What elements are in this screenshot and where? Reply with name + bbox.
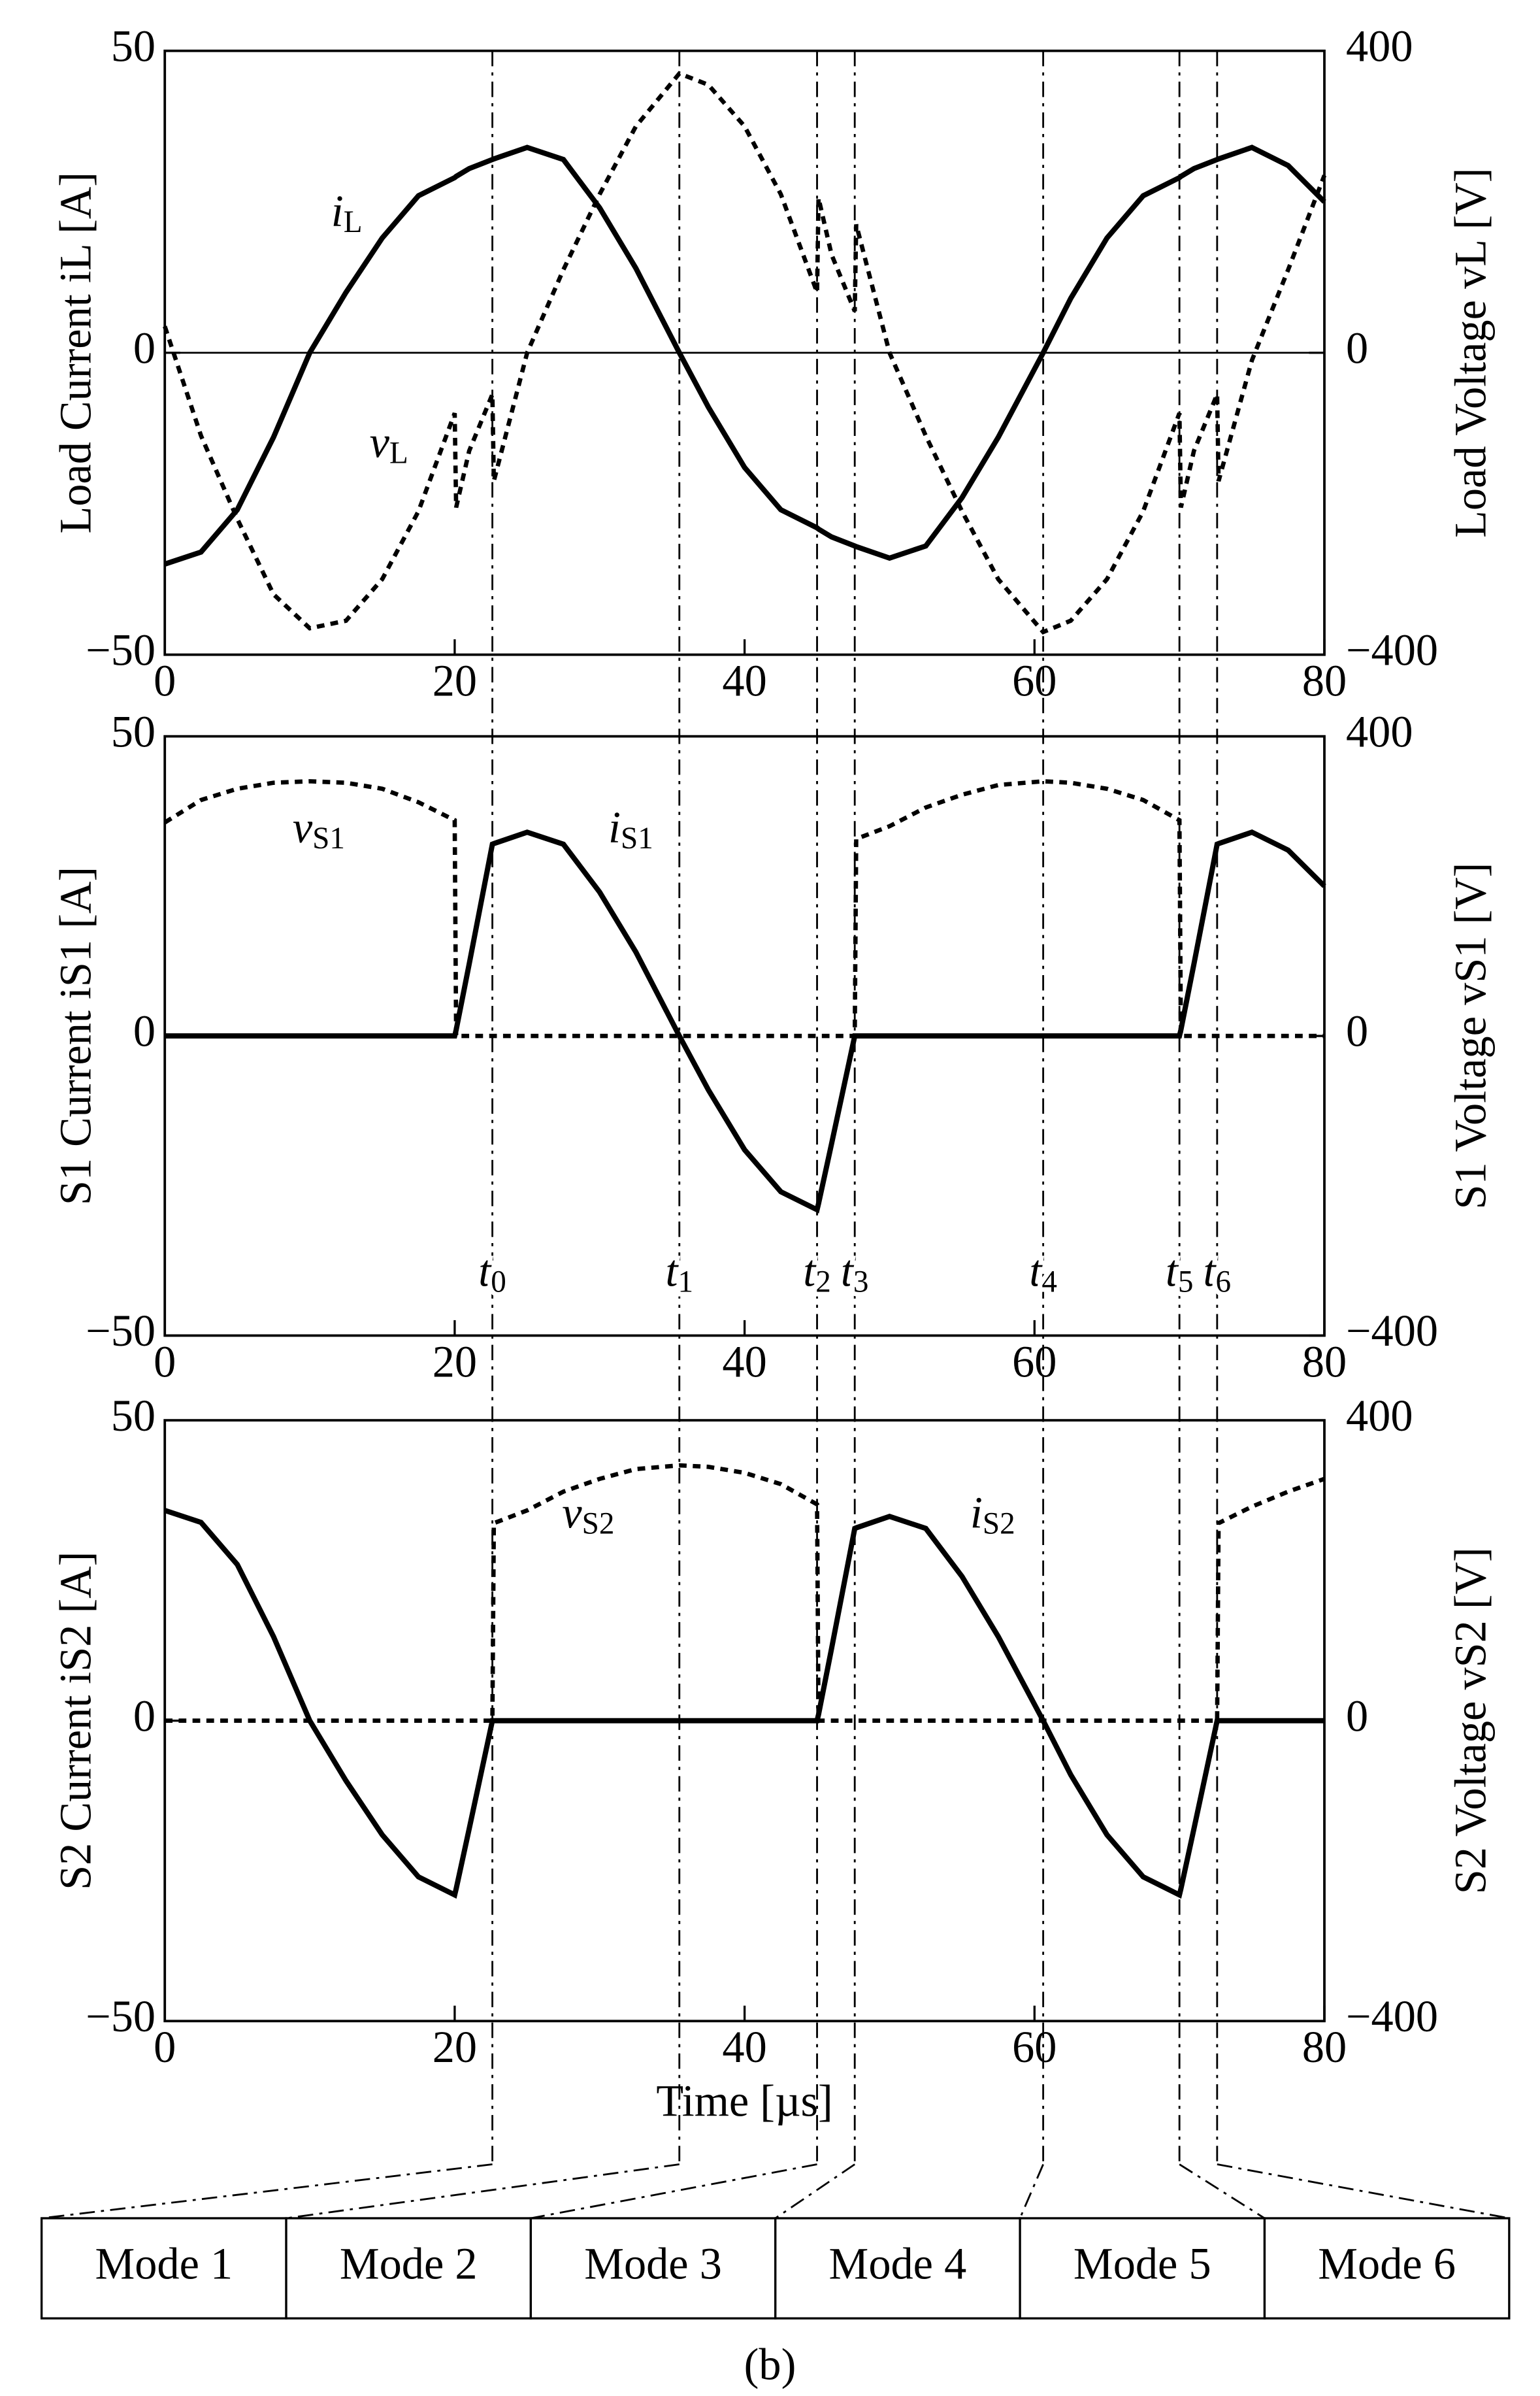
x-tick-label: 60: [1012, 2022, 1057, 2072]
instant-connector: [41, 2163, 493, 2220]
mode-label: Mode 6: [1318, 2238, 1456, 2288]
y2-tick-label: −400: [1346, 1306, 1438, 1356]
x-tick-label: 40: [722, 656, 766, 706]
y-tick-label: 0: [133, 1007, 156, 1056]
series-label: vS2: [562, 1488, 614, 1540]
x-tick-label: 20: [433, 2022, 477, 2072]
current-line: [163, 1508, 1325, 1899]
voltage-line: [163, 779, 1325, 1039]
instant-connector: [1217, 2163, 1510, 2220]
x-tick-label: 80: [1302, 1337, 1347, 1386]
y2-tick-label: 0: [1346, 323, 1368, 373]
y-tick-label: −50: [86, 1991, 156, 2041]
y-axis-label: S1 Current iS1 [A]: [50, 867, 100, 1205]
mode-box: [774, 2217, 1021, 2320]
x-tick-label: 0: [154, 1337, 176, 1386]
y-tick-label: −50: [86, 1306, 156, 1356]
mode-label: Mode 1: [95, 2238, 233, 2288]
x-tick-label: 80: [1302, 2022, 1347, 2072]
y2-tick-label: 400: [1346, 707, 1413, 756]
y2-tick-label: −400: [1346, 1991, 1438, 2041]
mode-label: Mode 5: [1073, 2238, 1211, 2288]
mode-box: [529, 2217, 777, 2320]
instant-connector: [286, 2163, 680, 2220]
x-tick-label: 0: [154, 656, 176, 706]
y-tick-label: 50: [111, 1391, 156, 1440]
caption: (b): [744, 2340, 796, 2389]
current-line: [165, 829, 1326, 1214]
mode-label: Mode 3: [584, 2238, 722, 2288]
mode-box: [41, 2217, 287, 2320]
x-axis-label: Time [µs]: [656, 2076, 832, 2126]
series-label: iL: [331, 186, 363, 239]
x-tick-label: 60: [1012, 1337, 1057, 1386]
x-tick-label: 80: [1302, 656, 1347, 706]
series-label: vS1: [293, 802, 345, 855]
voltage-line: [163, 71, 1327, 635]
instant-connector: [774, 2163, 856, 2220]
instant-connector: [1019, 2163, 1044, 2219]
y-tick-label: 50: [111, 21, 156, 71]
x-tick-label: 0: [154, 2022, 176, 2072]
y2-axis-label: S1 Voltage vS1 [V]: [1446, 863, 1496, 1210]
series-label: iS1: [608, 802, 653, 855]
x-tick-label: 40: [722, 2022, 766, 2072]
instant-connector: [1179, 2163, 1266, 2220]
series-label: iS2: [970, 1488, 1015, 1540]
series-label: vL: [370, 417, 408, 470]
x-tick-label: 60: [1012, 656, 1057, 706]
mode-box: [1263, 2217, 1511, 2320]
voltage-line: [165, 1463, 1326, 1723]
y2-tick-label: 0: [1346, 1007, 1368, 1056]
x-tick-label: 20: [433, 1337, 477, 1386]
y2-tick-label: 400: [1346, 1391, 1413, 1440]
x-tick-label: 20: [433, 656, 477, 706]
y-axis-label: S2 Current iS2 [A]: [50, 1552, 100, 1890]
y2-tick-label: −400: [1346, 625, 1438, 674]
y-tick-label: 0: [133, 1691, 156, 1740]
y2-axis-label: Load Voltage vL [V]: [1446, 168, 1496, 538]
y2-tick-label: 400: [1346, 21, 1413, 71]
y2-tick-label: 0: [1346, 1691, 1368, 1740]
y-tick-label: −50: [86, 625, 156, 674]
y-axis-label: Load Current iL [A]: [50, 172, 100, 534]
y-tick-label: 50: [111, 707, 156, 756]
instant-connector: [531, 2163, 817, 2220]
mode-label: Mode 2: [340, 2238, 478, 2288]
y-tick-label: 0: [133, 323, 156, 373]
mode-label: Mode 4: [829, 2238, 967, 2288]
mode-box: [285, 2217, 532, 2320]
y2-axis-label: S2 Voltage vS2 [V]: [1446, 1547, 1496, 1894]
x-tick-label: 40: [722, 1337, 766, 1386]
